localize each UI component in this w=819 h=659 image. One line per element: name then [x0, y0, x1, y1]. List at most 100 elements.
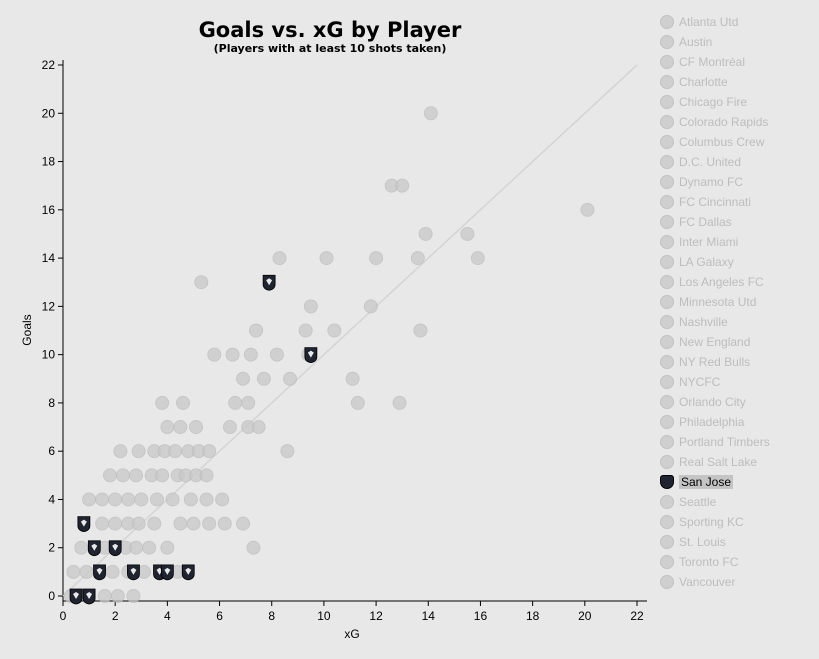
data-point — [246, 540, 261, 555]
team-crest-icon — [660, 415, 674, 429]
legend-item[interactable]: Philadelphia — [660, 412, 810, 432]
data-point — [121, 492, 136, 507]
team-crest-icon — [660, 135, 674, 149]
data-point — [327, 323, 342, 338]
legend-item[interactable]: Seattle — [660, 492, 810, 512]
legend-label: LA Galaxy — [679, 255, 734, 269]
legend-item[interactable]: Real Salt Lake — [660, 452, 810, 472]
legend-item[interactable]: Columbus Crew — [660, 132, 810, 152]
team-crest-icon — [660, 95, 674, 109]
legend-label: NYCFC — [679, 375, 721, 389]
legend-item[interactable]: Austin — [660, 32, 810, 52]
legend-item[interactable]: Minnesota Utd — [660, 292, 810, 312]
data-point — [249, 323, 264, 338]
y-tick-label: 20 — [42, 106, 56, 120]
legend-item[interactable]: LA Galaxy — [660, 252, 810, 272]
data-point — [160, 540, 175, 555]
legend-label: Columbus Crew — [679, 135, 765, 149]
x-tick-label: 22 — [630, 609, 644, 623]
legend-item[interactable]: NY Red Bulls — [660, 352, 810, 372]
data-point — [256, 371, 271, 386]
legend-item[interactable]: FC Cincinnati — [660, 192, 810, 212]
data-point — [116, 468, 131, 483]
data-point — [217, 516, 232, 531]
legend-item[interactable]: Los Angeles FC — [660, 272, 810, 292]
data-point-highlighted — [262, 274, 276, 291]
team-crest-icon — [660, 35, 674, 49]
legend-item[interactable]: Charlotte — [660, 72, 810, 92]
legend-label: FC Cincinnati — [679, 195, 752, 209]
data-point — [149, 492, 164, 507]
legend-item[interactable]: Chicago Fire — [660, 92, 810, 112]
legend-item[interactable]: St. Louis — [660, 532, 810, 552]
team-crest-icon — [660, 495, 674, 509]
data-point — [272, 251, 287, 266]
team-crest-icon — [660, 15, 674, 29]
data-point — [319, 251, 334, 266]
data-point — [110, 589, 125, 603]
legend-label: Colorado Rapids — [679, 115, 769, 129]
x-tick-label: 12 — [369, 609, 383, 623]
team-crest-icon — [660, 475, 674, 489]
data-point-highlighted — [108, 540, 122, 557]
legend-item[interactable]: Portland Timbers — [660, 432, 810, 452]
legend-label: Nashville — [679, 315, 728, 329]
data-point — [173, 516, 188, 531]
data-point — [95, 516, 110, 531]
data-point — [186, 516, 201, 531]
legend-label: Toronto FC — [679, 555, 739, 569]
data-point — [251, 420, 266, 435]
team-crest-icon — [660, 275, 674, 289]
data-point — [108, 516, 123, 531]
legend-item[interactable]: Sporting KC — [660, 512, 810, 532]
legend-label: Seattle — [679, 495, 717, 509]
legend-item[interactable]: Inter Miami — [660, 232, 810, 252]
team-crest-icon — [660, 115, 674, 129]
legend-item[interactable]: New England — [660, 332, 810, 352]
legend-label: D.C. United — [679, 155, 742, 169]
legend-label: Portland Timbers — [679, 435, 770, 449]
legend-item[interactable]: Nashville — [660, 312, 810, 332]
data-point — [215, 492, 230, 507]
x-tick-label: 0 — [60, 609, 67, 623]
y-tick-label: 6 — [48, 444, 55, 458]
legend-item[interactable]: Colorado Rapids — [660, 112, 810, 132]
legend-label: Los Angeles FC — [679, 275, 764, 289]
data-point — [126, 589, 141, 603]
data-point — [202, 516, 217, 531]
legend-item[interactable]: Vancouver — [660, 572, 810, 592]
team-crest-icon — [660, 335, 674, 349]
data-point-highlighted — [304, 347, 318, 364]
data-point — [241, 395, 256, 410]
x-tick-label: 2 — [112, 609, 119, 623]
data-point — [176, 395, 191, 410]
x-tick-label: 6 — [216, 609, 223, 623]
legend-item[interactable]: San Jose — [660, 472, 810, 492]
legend-item[interactable]: D.C. United — [660, 152, 810, 172]
data-point — [165, 492, 180, 507]
x-axis-label: xG — [344, 627, 359, 641]
legend-item[interactable]: NYCFC — [660, 372, 810, 392]
data-point — [202, 444, 217, 459]
data-point — [207, 347, 222, 362]
data-point-highlighted — [93, 564, 106, 581]
data-point — [66, 564, 81, 579]
legend-item[interactable]: Atlanta Utd — [660, 12, 810, 32]
data-point — [369, 251, 384, 266]
data-point — [173, 420, 188, 435]
data-point — [282, 371, 297, 386]
data-point — [79, 564, 94, 579]
legend-item[interactable]: CF Montréal — [660, 52, 810, 72]
legend-item[interactable]: FC Dallas — [660, 212, 810, 232]
legend-label: Chicago Fire — [679, 95, 748, 109]
team-crest-icon — [660, 155, 674, 169]
y-tick-label: 2 — [48, 541, 55, 555]
data-point — [269, 347, 284, 362]
legend-item[interactable]: Dynamo FC — [660, 172, 810, 192]
data-point-highlighted — [77, 516, 91, 532]
legend-item[interactable]: Orlando City — [660, 392, 810, 412]
data-point — [160, 420, 175, 435]
legend-item[interactable]: Toronto FC — [660, 552, 810, 572]
legend-label: Austin — [679, 35, 713, 49]
